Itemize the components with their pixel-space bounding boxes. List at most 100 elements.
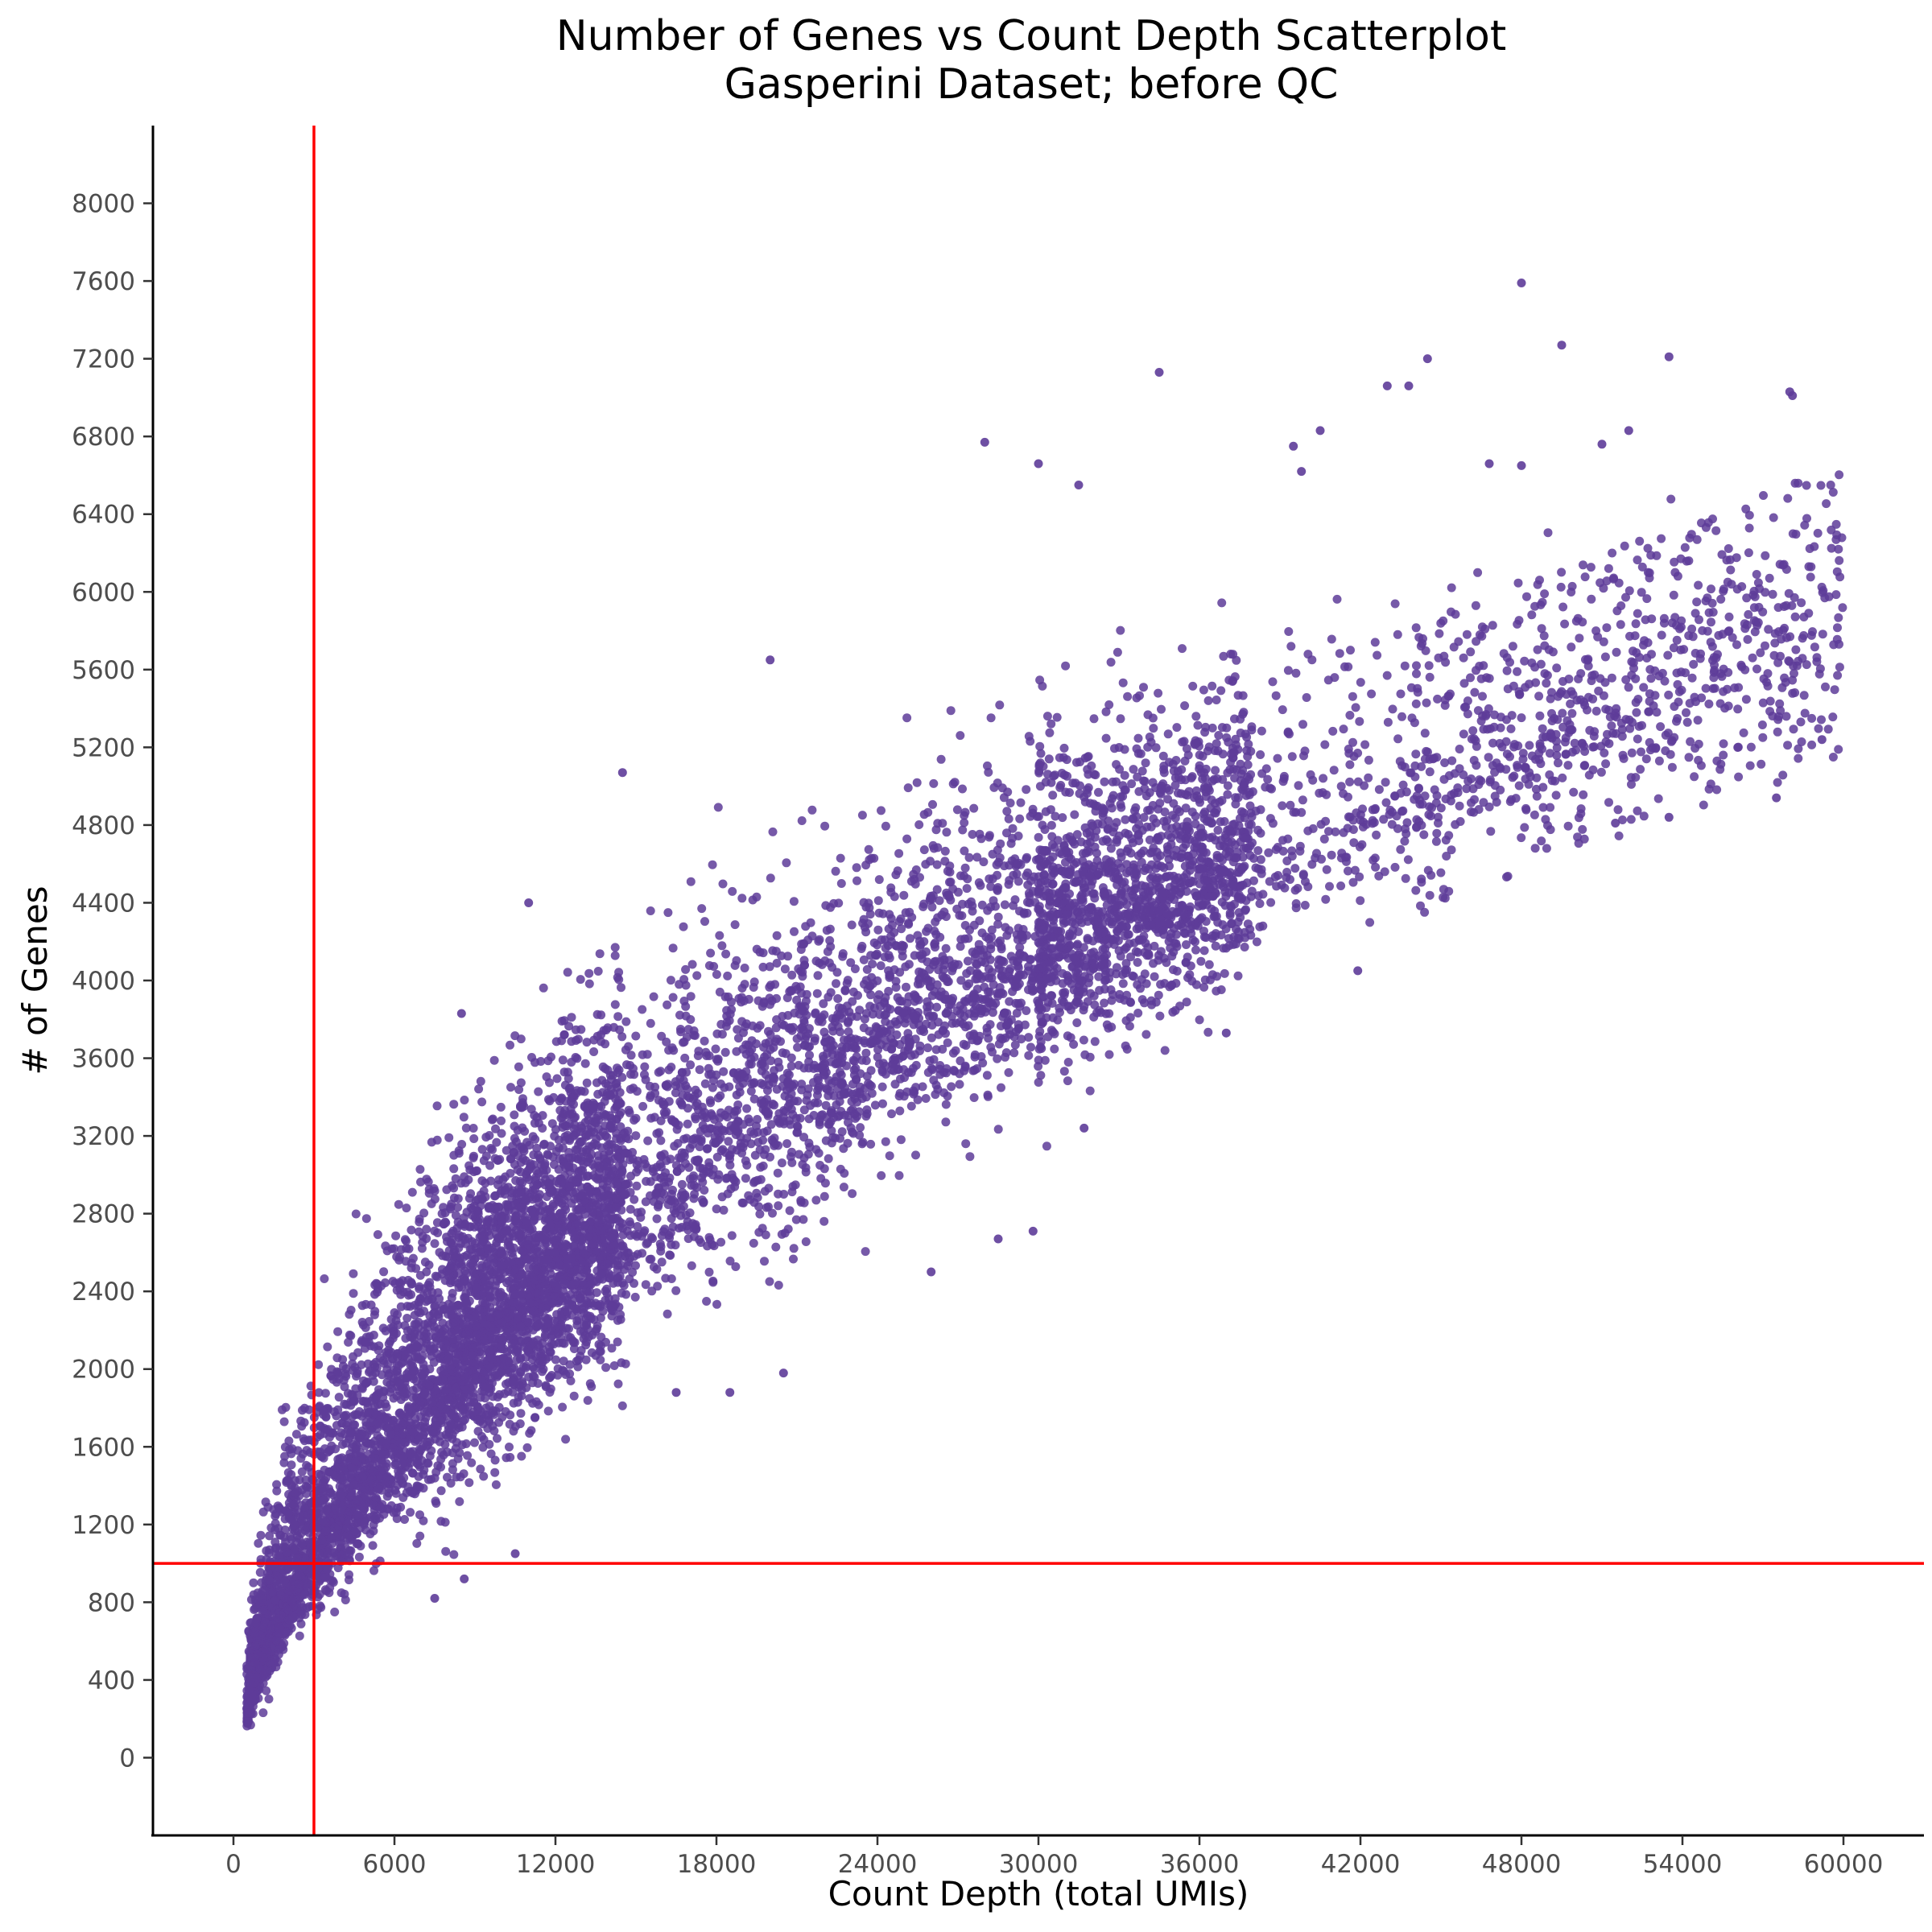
- data-point: [955, 1080, 964, 1089]
- data-point: [1212, 774, 1222, 783]
- chart-subtitle: Gasperini Dataset; before QC: [724, 60, 1339, 109]
- data-point: [718, 879, 728, 889]
- data-point: [1791, 645, 1801, 654]
- data-point: [1191, 786, 1201, 795]
- data-point: [1180, 701, 1190, 711]
- data-point: [427, 1137, 436, 1147]
- data-point: [927, 1033, 936, 1042]
- data-point: [1360, 740, 1370, 749]
- data-point: [1072, 1018, 1082, 1027]
- data-point: [1707, 617, 1715, 627]
- data-point: [538, 1124, 547, 1133]
- data-point: [1287, 752, 1297, 762]
- data-point: [1182, 940, 1191, 949]
- data-point: [1660, 676, 1670, 686]
- data-point: [997, 942, 1006, 952]
- data-point: [956, 731, 965, 741]
- data-point: [1472, 761, 1481, 770]
- data-point: [334, 1393, 344, 1402]
- data-point: [1061, 661, 1071, 671]
- data-point: [1212, 739, 1221, 749]
- data-point: [1223, 790, 1232, 799]
- data-point: [1160, 1046, 1170, 1055]
- data-point: [1066, 1033, 1075, 1042]
- data-point: [1311, 853, 1320, 863]
- data-point: [539, 983, 548, 993]
- data-point: [894, 848, 904, 858]
- data-point: [1551, 791, 1561, 800]
- data-point: [1048, 1013, 1058, 1022]
- data-point: [1253, 825, 1263, 835]
- data-point: [874, 908, 884, 918]
- data-point: [1052, 712, 1062, 722]
- data-point: [1367, 689, 1377, 699]
- data-point: [1733, 742, 1743, 752]
- data-point: [1102, 1020, 1112, 1030]
- data-point: [1245, 819, 1254, 829]
- data-point: [913, 1095, 923, 1104]
- data-point: [741, 1174, 750, 1183]
- data-point: [668, 1222, 678, 1232]
- data-point: [1320, 740, 1330, 749]
- data-point: [831, 866, 840, 876]
- data-point: [1828, 753, 1838, 762]
- data-point: [638, 1005, 647, 1014]
- data-point: [985, 874, 994, 884]
- data-point: [693, 1051, 703, 1060]
- data-point: [972, 960, 982, 969]
- data-point: [1256, 855, 1265, 865]
- data-point: [1348, 691, 1357, 701]
- data-point: [642, 1162, 652, 1172]
- data-point: [1203, 696, 1213, 705]
- data-point: [1599, 637, 1608, 646]
- data-point: [1058, 813, 1067, 823]
- data-point: [1258, 921, 1268, 931]
- data-point: [794, 1060, 803, 1070]
- data-point: [1732, 640, 1741, 650]
- data-point: [506, 1410, 515, 1420]
- data-point: [1284, 627, 1294, 636]
- data-point: [753, 1193, 762, 1203]
- data-point: [1024, 1033, 1034, 1042]
- data-point: [649, 992, 658, 1001]
- data-point: [1158, 926, 1168, 935]
- data-point: [1773, 658, 1783, 667]
- data-point: [1278, 705, 1287, 715]
- data-point: [836, 853, 845, 863]
- data-point: [1159, 816, 1169, 826]
- data-point: [697, 904, 707, 914]
- data-point: [840, 986, 850, 996]
- data-point: [1130, 806, 1139, 815]
- data-point: [860, 1014, 869, 1024]
- data-point: [856, 1123, 865, 1133]
- data-point: [563, 968, 572, 977]
- data-point: [663, 1309, 672, 1319]
- data-point: [1154, 990, 1163, 1000]
- data-point: [749, 1094, 759, 1104]
- data-point: [1036, 749, 1046, 758]
- data-point: [415, 1282, 424, 1291]
- data-point: [1199, 982, 1209, 992]
- data-point: [801, 1237, 811, 1246]
- data-point: [925, 1001, 935, 1011]
- data-point: [1286, 642, 1296, 651]
- data-point: [962, 884, 972, 894]
- data-point: [708, 860, 717, 869]
- data-point: [859, 1023, 869, 1033]
- data-point: [444, 1133, 454, 1142]
- data-point: [467, 1458, 477, 1468]
- data-point: [1543, 528, 1553, 538]
- data-point: [449, 1164, 459, 1174]
- data-point: [485, 1131, 494, 1140]
- data-point: [1794, 656, 1803, 666]
- data-point: [819, 1191, 829, 1201]
- data-point: [1687, 673, 1697, 683]
- data-point: [1204, 960, 1214, 969]
- data-point: [1212, 696, 1221, 704]
- data-point: [1092, 856, 1102, 865]
- data-point: [1601, 759, 1611, 769]
- data-point: [720, 1047, 730, 1057]
- data-point: [1040, 1055, 1050, 1065]
- data-point: [1111, 901, 1121, 910]
